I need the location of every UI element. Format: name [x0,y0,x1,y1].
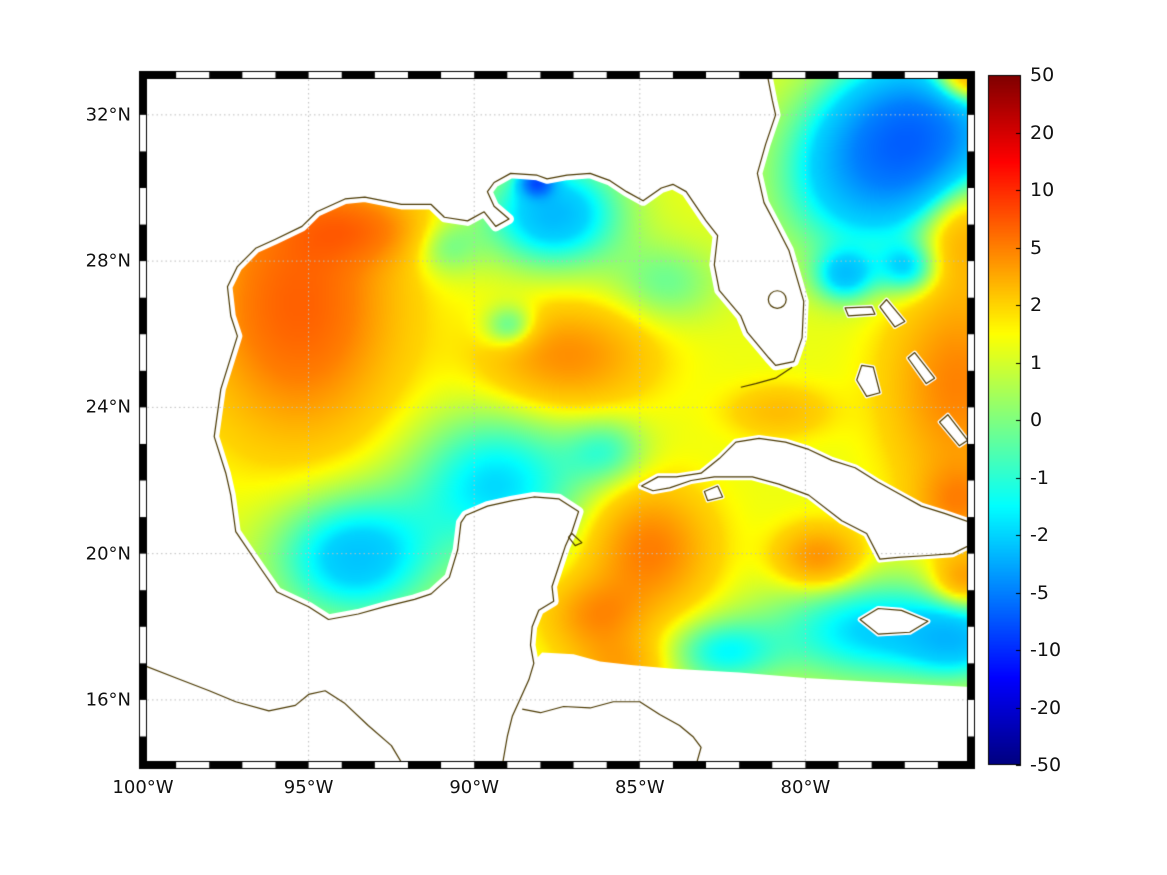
figure: 100°W 95°W 90°W 85°W 80°W 16°N 20°N 24°N 28°N 32°… [0,0,1167,875]
map-canvas [0,0,1167,875]
